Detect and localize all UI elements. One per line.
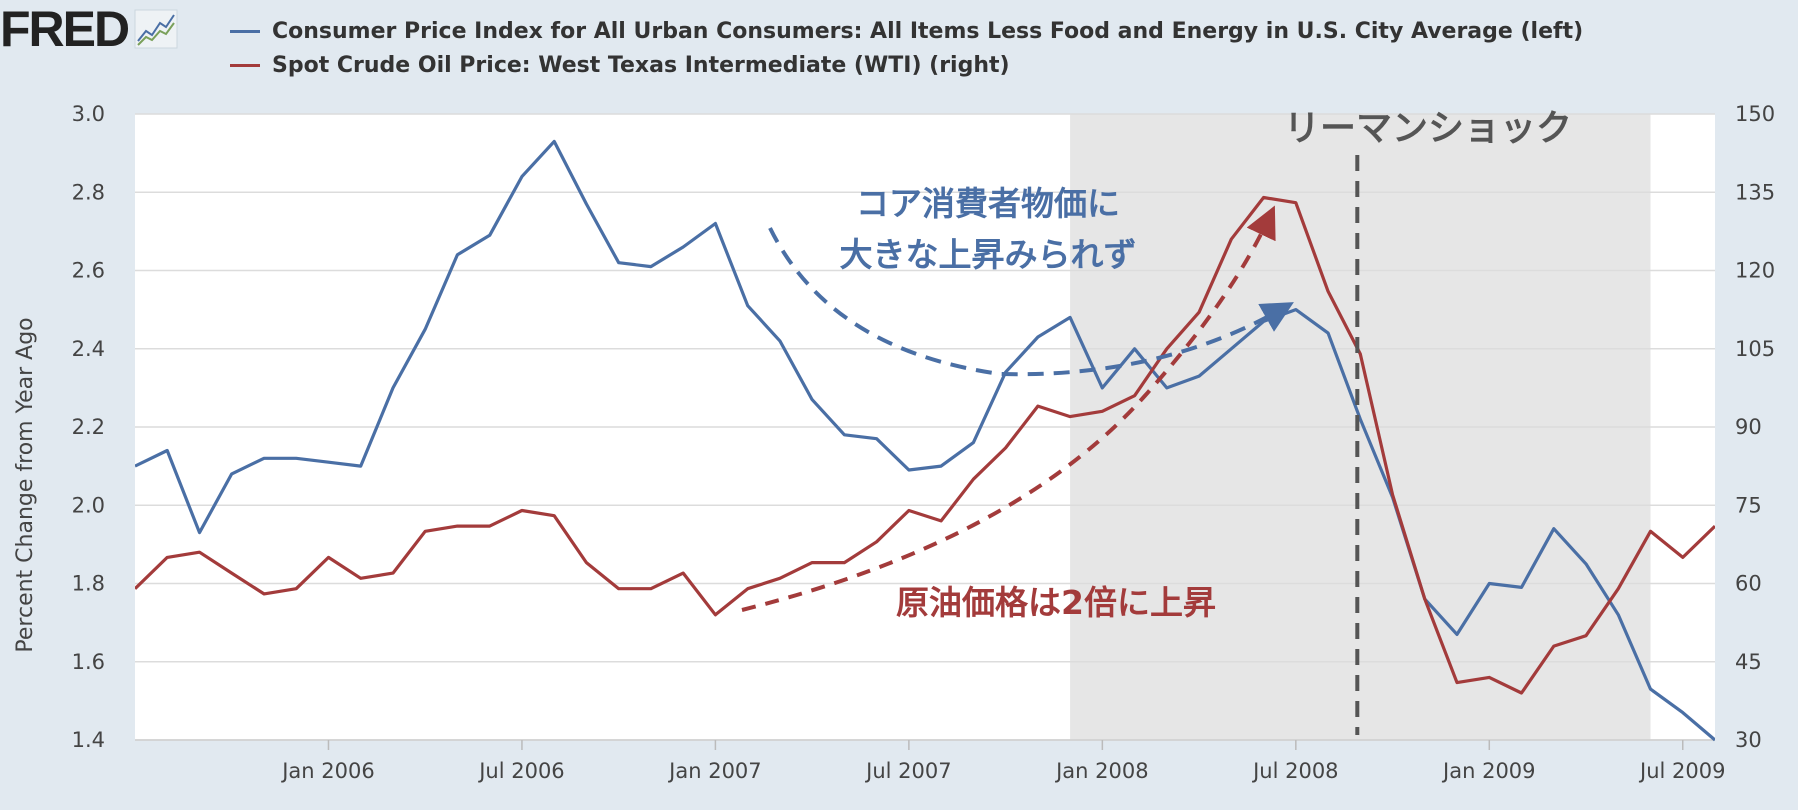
- legend-item-wti[interactable]: Spot Crude Oil Price: West Texas Interme…: [230, 48, 1583, 82]
- y-tick-label-right: 150: [1735, 102, 1775, 126]
- y-axis-title: Percent Change from Year Ago: [13, 317, 38, 652]
- y-tick-label-left: 2.2: [72, 415, 105, 439]
- y-tick-label-left: 1.8: [72, 572, 105, 596]
- y-tick-label-left: 2.6: [72, 259, 105, 283]
- y-tick-label-right: 75: [1735, 493, 1762, 517]
- x-tick-label: Jul 2006: [477, 759, 564, 783]
- y-tick-label-right: 45: [1735, 650, 1762, 674]
- legend-swatch-cpi: [230, 29, 260, 33]
- chart-header: FRED Consumer Price Index for All Urban …: [0, 0, 1798, 100]
- wti-annotation-label: 原油価格は2倍に上昇: [896, 583, 1216, 622]
- cpi-annotation-line2: 大きな上昇みられず: [840, 235, 1137, 274]
- legend-label-wti: Spot Crude Oil Price: West Texas Interme…: [272, 52, 1010, 78]
- y-tick-label-left: 2.8: [72, 180, 105, 204]
- y-tick-label-left: 2.0: [72, 493, 105, 517]
- cpi-annotation-arrow: [768, 227, 1294, 377]
- x-tick-label: Jan 2009: [1441, 759, 1536, 783]
- logo-text: FRED: [0, 1, 130, 57]
- x-tick-label: Jul 2007: [864, 759, 951, 783]
- x-tick-label: Jul 2009: [1638, 759, 1725, 783]
- fred-logo[interactable]: FRED: [0, 4, 178, 54]
- y-tick-label-right: 90: [1735, 415, 1762, 439]
- wti-annotation-arrow: [741, 205, 1276, 612]
- cpi-series-line: [135, 139, 1715, 742]
- y-tick-label-left: 1.6: [72, 650, 105, 674]
- y-tick-label-left: 3.0: [72, 102, 105, 126]
- cpi-annotation-line1: コア消費者物価に: [856, 184, 1120, 223]
- y-tick-label-left: 1.4: [72, 728, 105, 752]
- trend-chart-icon: [134, 9, 178, 49]
- y-tick-label-right: 30: [1735, 728, 1762, 752]
- legend-label-cpi: Consumer Price Index for All Urban Consu…: [272, 18, 1584, 44]
- chart-legend: Consumer Price Index for All Urban Consu…: [230, 14, 1583, 82]
- x-tick-label: Jan 2007: [667, 759, 762, 783]
- x-tick-label: Jan 2006: [280, 759, 375, 783]
- x-tick-label: Jul 2008: [1251, 759, 1338, 783]
- x-tick-label: Jan 2008: [1054, 759, 1149, 783]
- legend-item-cpi[interactable]: Consumer Price Index for All Urban Consu…: [230, 14, 1583, 48]
- y-tick-label-right: 105: [1735, 337, 1775, 361]
- y-tick-label-right: 60: [1735, 572, 1762, 596]
- lehman-event-label: リーマンショック: [1284, 108, 1572, 149]
- y-tick-label-right: 120: [1735, 259, 1775, 283]
- wti-series-line: [135, 195, 1715, 695]
- y-tick-label-right: 135: [1735, 180, 1775, 204]
- y-tick-label-left: 2.4: [72, 337, 105, 361]
- legend-swatch-wti: [230, 63, 260, 67]
